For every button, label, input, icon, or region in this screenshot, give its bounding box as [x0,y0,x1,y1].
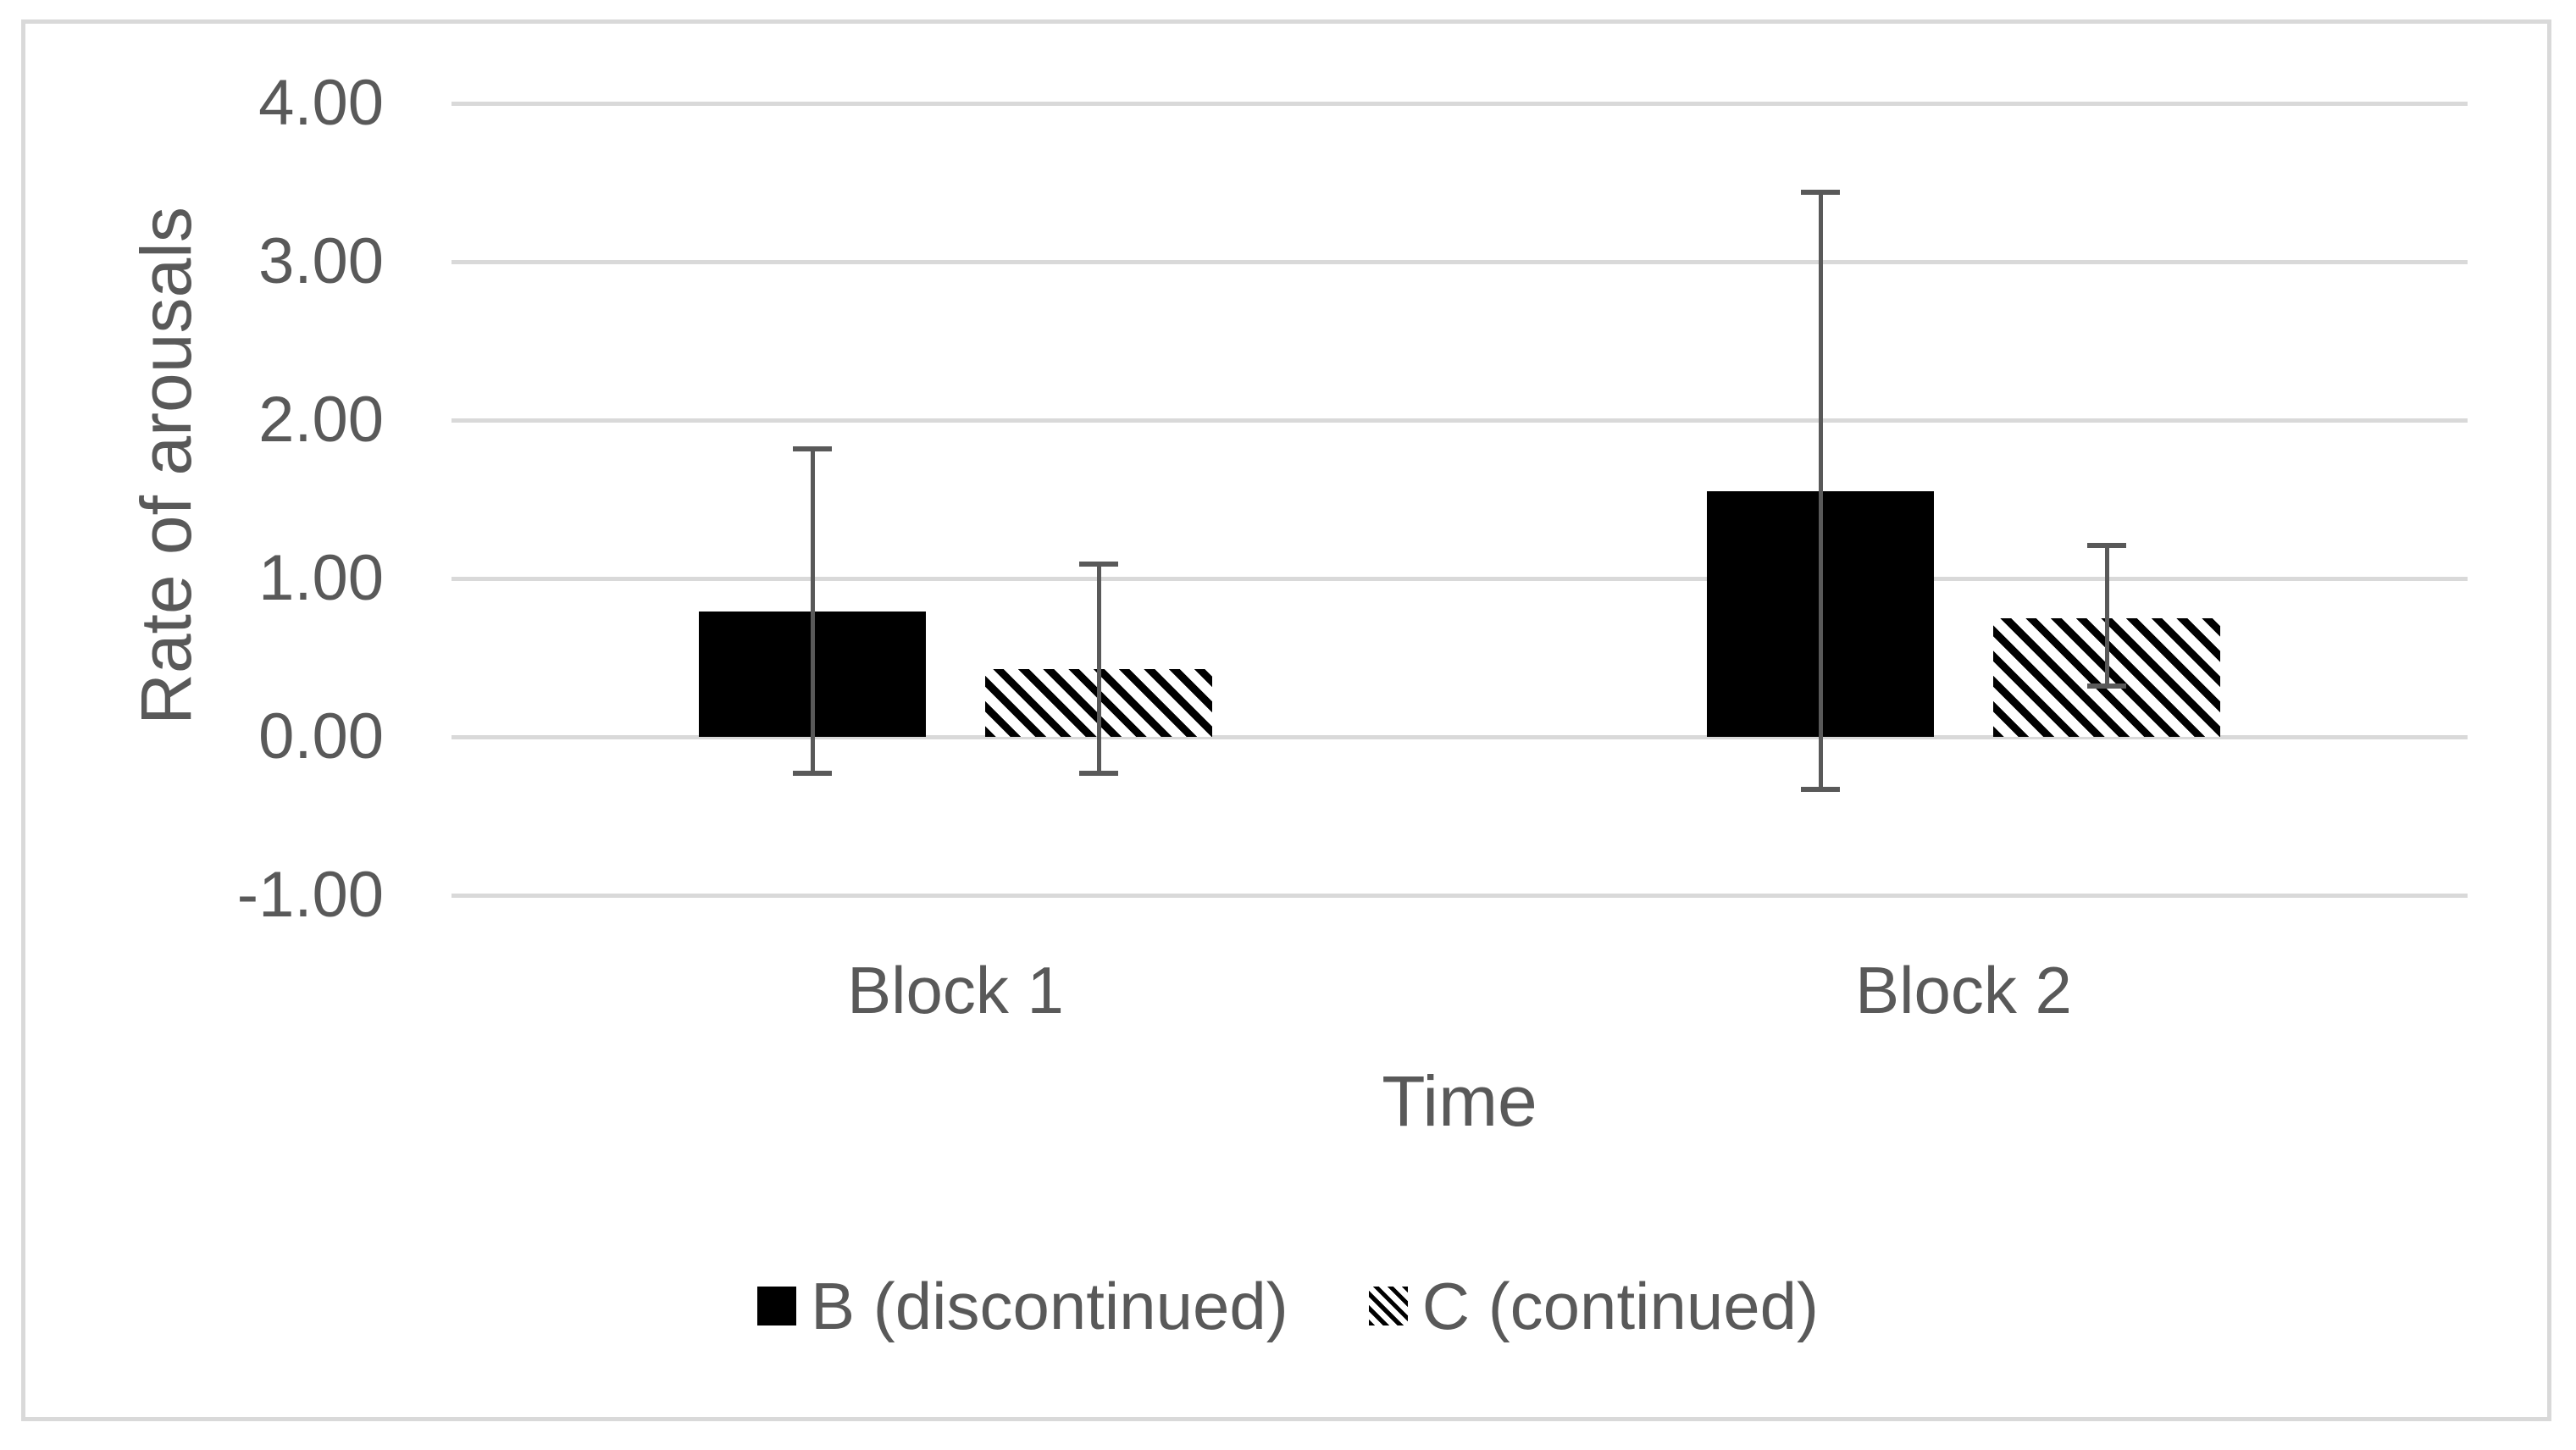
legend-item: C (continued) [1368,1269,1819,1343]
legend: B (discontinued) C (continued) [0,1273,2576,1339]
x-category-label: Block 1 [847,953,1064,1027]
y-tick-label: 1.00 [258,542,384,614]
gridline [451,894,2468,898]
x-axis-title: Time [1382,1061,1537,1141]
legend-label: C (continued) [1421,1269,1819,1343]
legend-swatch-solid-black-icon [757,1287,797,1325]
error-bar-stem [810,448,815,773]
error-bar-cap [2087,683,2126,689]
error-bar-stem [1818,191,1823,789]
y-tick-label: 4.00 [258,67,384,139]
y-tick-label: 2.00 [258,384,384,456]
error-bar-cap [1079,562,1118,567]
error-bar-stem [1096,564,1101,773]
y-tick-label: 3.00 [258,225,384,297]
x-category-label: Block 2 [1855,953,2072,1027]
y-tick-label: 0.00 [258,700,384,772]
error-bar-cap [793,446,832,451]
gridline [451,418,2468,423]
error-bar-cap [2087,542,2126,548]
gridline [451,102,2468,106]
error-bar-stem [2104,545,2109,687]
y-tick-label: -1.00 [236,859,384,931]
legend-item: B (discontinued) [757,1273,1288,1339]
gridline [451,577,2468,581]
gridline [451,735,2468,739]
error-bar-cap [1801,189,1840,195]
legend-swatch-diagonal-hatch-icon [1368,1287,1408,1325]
legend-label: B (discontinued) [811,1269,1288,1343]
chart-border [21,19,2551,1421]
error-bar-cap [1079,771,1118,776]
error-bar-cap [793,771,832,776]
error-bar-cap [1801,786,1840,792]
gridline [451,260,2468,264]
y-axis-title: Rate of arousals [126,207,206,725]
